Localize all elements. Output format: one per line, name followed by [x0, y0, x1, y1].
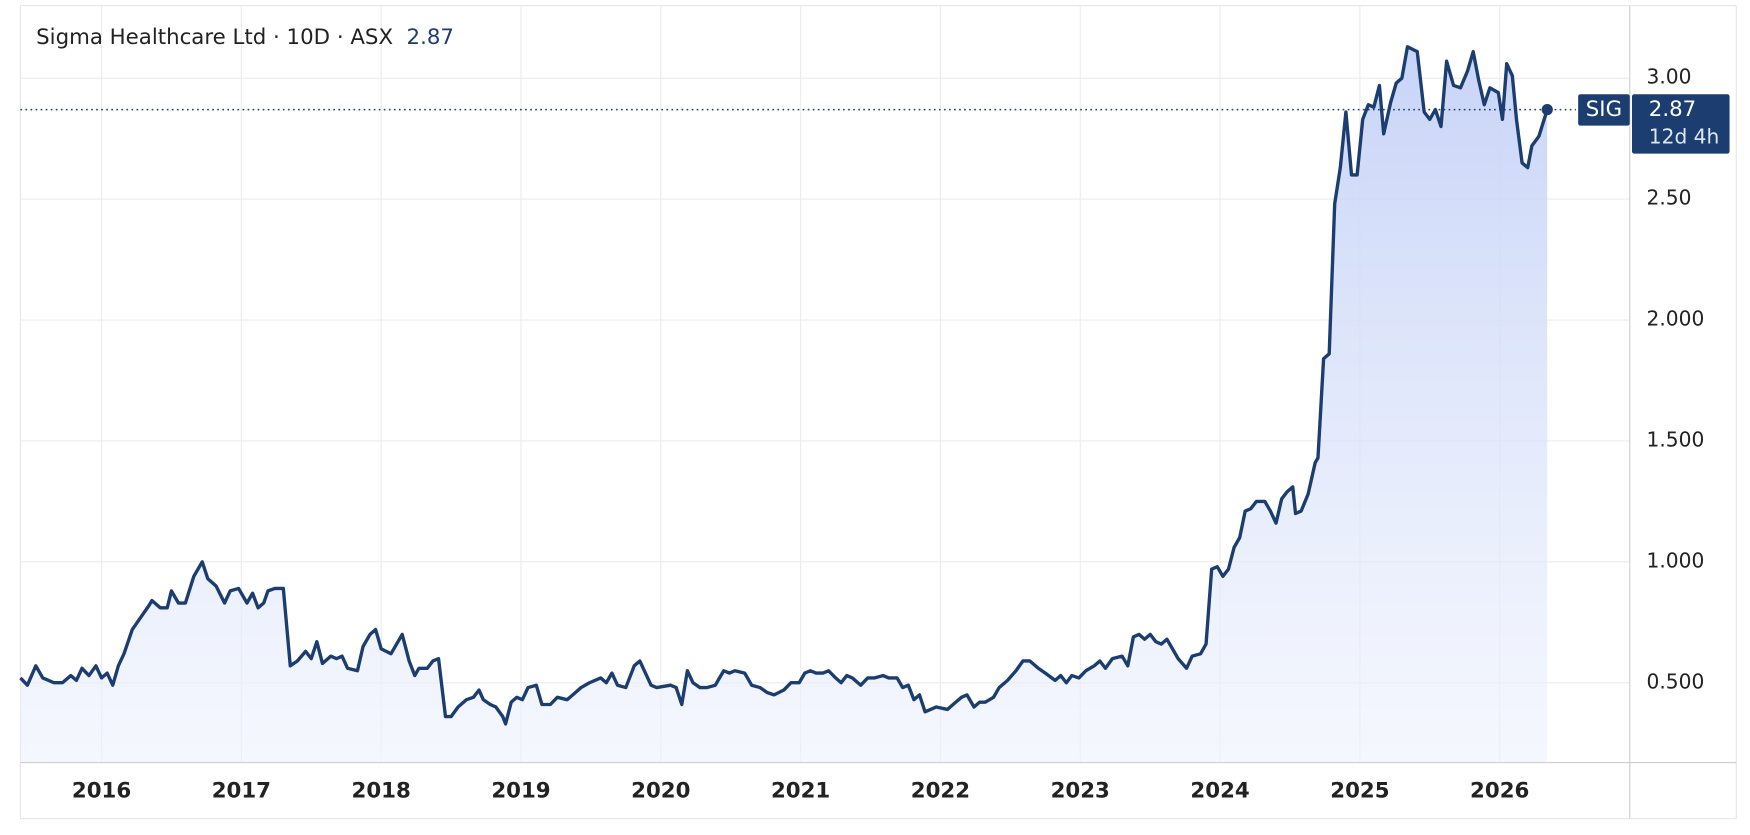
x-tick-label: 2016 — [72, 779, 131, 804]
header-price: 2.87 — [407, 25, 454, 50]
y-tick-label: 0.500 — [1647, 669, 1705, 693]
x-tick-label: 2019 — [491, 779, 550, 804]
x-tick-label: 2018 — [352, 779, 411, 804]
chart-title: Sigma Healthcare Ltd · 10D · ASX — [36, 25, 393, 50]
y-tick-label: 2.000 — [1647, 307, 1705, 331]
x-tick-label: 2023 — [1051, 779, 1110, 804]
symbol-label: SIG — [1586, 97, 1622, 122]
price-line — [19, 45, 1549, 726]
countdown-label: 12d 4h — [1649, 124, 1720, 148]
y-tick-label: 3.00 — [1647, 65, 1692, 89]
area — [20, 46, 1548, 763]
last-point — [1541, 103, 1553, 116]
price-badge — [1631, 94, 1730, 154]
price-label: 2.87 — [1649, 97, 1696, 122]
x-tick-label: 2021 — [771, 779, 830, 804]
x-tick-label: 2025 — [1330, 779, 1389, 804]
y-tick-label: 2.50 — [1647, 186, 1692, 210]
x-tick-label: 2020 — [631, 779, 690, 804]
x-tick-label: 2022 — [911, 779, 970, 804]
frame — [19, 5, 1737, 820]
x-tick-label: 2024 — [1190, 779, 1249, 804]
symbol-badge — [1578, 94, 1630, 126]
y-tick-label: 1.500 — [1647, 427, 1705, 451]
x-tick-label: 2026 — [1470, 779, 1529, 804]
x-tick-label: 2017 — [212, 779, 271, 804]
y-tick-label: 1.000 — [1647, 548, 1705, 572]
